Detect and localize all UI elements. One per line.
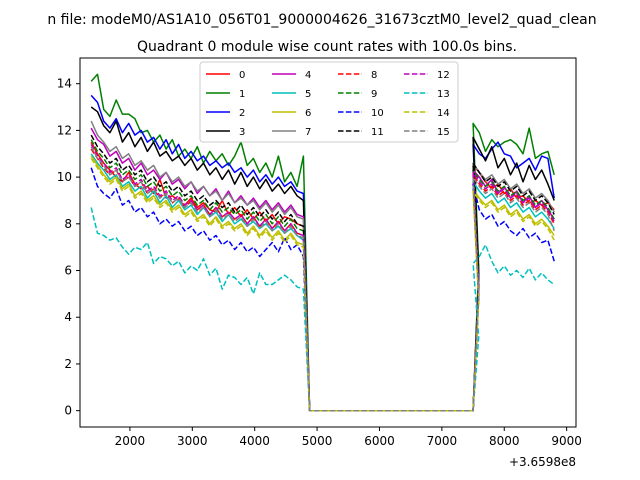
x-tick-label: 9000: [551, 434, 582, 448]
legend-label-13: 13: [437, 89, 450, 100]
series-line-14: [90, 157, 555, 412]
legend-label-11: 11: [371, 127, 384, 138]
plot-frame: [79, 57, 577, 428]
y-tick-label: 14: [57, 77, 72, 91]
legend-label-3: 3: [239, 127, 245, 138]
series-line-7: [90, 120, 555, 412]
y-tick-label: 2: [64, 357, 72, 371]
legend-label-5: 5: [305, 89, 311, 100]
series-line-15: [90, 146, 555, 412]
x-tick-label: 3000: [177, 434, 208, 448]
legend-label-9: 9: [371, 89, 377, 100]
series-line-8: [90, 148, 555, 412]
axes-layer: 2000 3000 4000 5000 6000 7000 8000 9000 0 2 4 6 8 10 1…: [57, 77, 582, 448]
legend-label-7: 7: [305, 127, 311, 138]
legend-label-0: 0: [239, 70, 245, 81]
legend-label-6: 6: [305, 108, 311, 119]
x-tick-label: 2000: [115, 434, 146, 448]
x-tick-label: 8000: [489, 434, 520, 448]
series-line-12: [90, 144, 555, 412]
series-line-10: [90, 167, 555, 412]
figure-suptitle: n file: modeM0/AS1A10_056T01_9000004626_…: [47, 12, 596, 28]
chart-title: Quadrant 0 module wise count rates with …: [137, 39, 517, 55]
series-line-11: [90, 134, 555, 412]
series-line-13: [90, 207, 555, 412]
x-tick-label: 6000: [364, 434, 395, 448]
y-tick-label: 4: [64, 310, 72, 324]
series-line-4: [90, 127, 555, 412]
y-tick-label: 6: [64, 264, 72, 278]
x-offset-label: +3.6598e8: [509, 455, 576, 469]
legend-label-2: 2: [239, 108, 245, 119]
series-line-2: [90, 94, 555, 412]
series-line-1: [90, 73, 555, 412]
legend-label-12: 12: [437, 70, 450, 81]
y-tick-label: 0: [64, 404, 72, 418]
legend-label-8: 8: [371, 70, 377, 81]
series-line-5: [90, 153, 555, 412]
y-tick-label: 12: [57, 123, 72, 137]
y-tick-label: 8: [64, 217, 72, 231]
series-layer: [90, 73, 555, 412]
legend-box: [199, 61, 459, 143]
series-line-9: [90, 139, 555, 412]
x-tick-label: 5000: [302, 434, 333, 448]
legend-label-10: 10: [371, 108, 384, 119]
legend-label-14: 14: [437, 108, 450, 119]
legend-label-1: 1: [239, 89, 245, 100]
series-line-3: [90, 106, 555, 412]
legend-label-15: 15: [437, 127, 450, 138]
x-tick-label: 4000: [239, 434, 270, 448]
legend-label-4: 4: [305, 70, 311, 81]
x-tick-label: 7000: [427, 434, 458, 448]
series-line-6: [90, 155, 555, 412]
y-tick-label: 10: [57, 170, 72, 184]
